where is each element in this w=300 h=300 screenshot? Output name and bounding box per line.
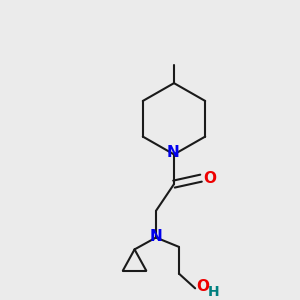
Text: N: N: [166, 146, 179, 160]
Text: H: H: [208, 285, 220, 299]
Text: O: O: [203, 171, 216, 186]
Text: N: N: [150, 229, 162, 244]
Text: O: O: [196, 279, 209, 294]
